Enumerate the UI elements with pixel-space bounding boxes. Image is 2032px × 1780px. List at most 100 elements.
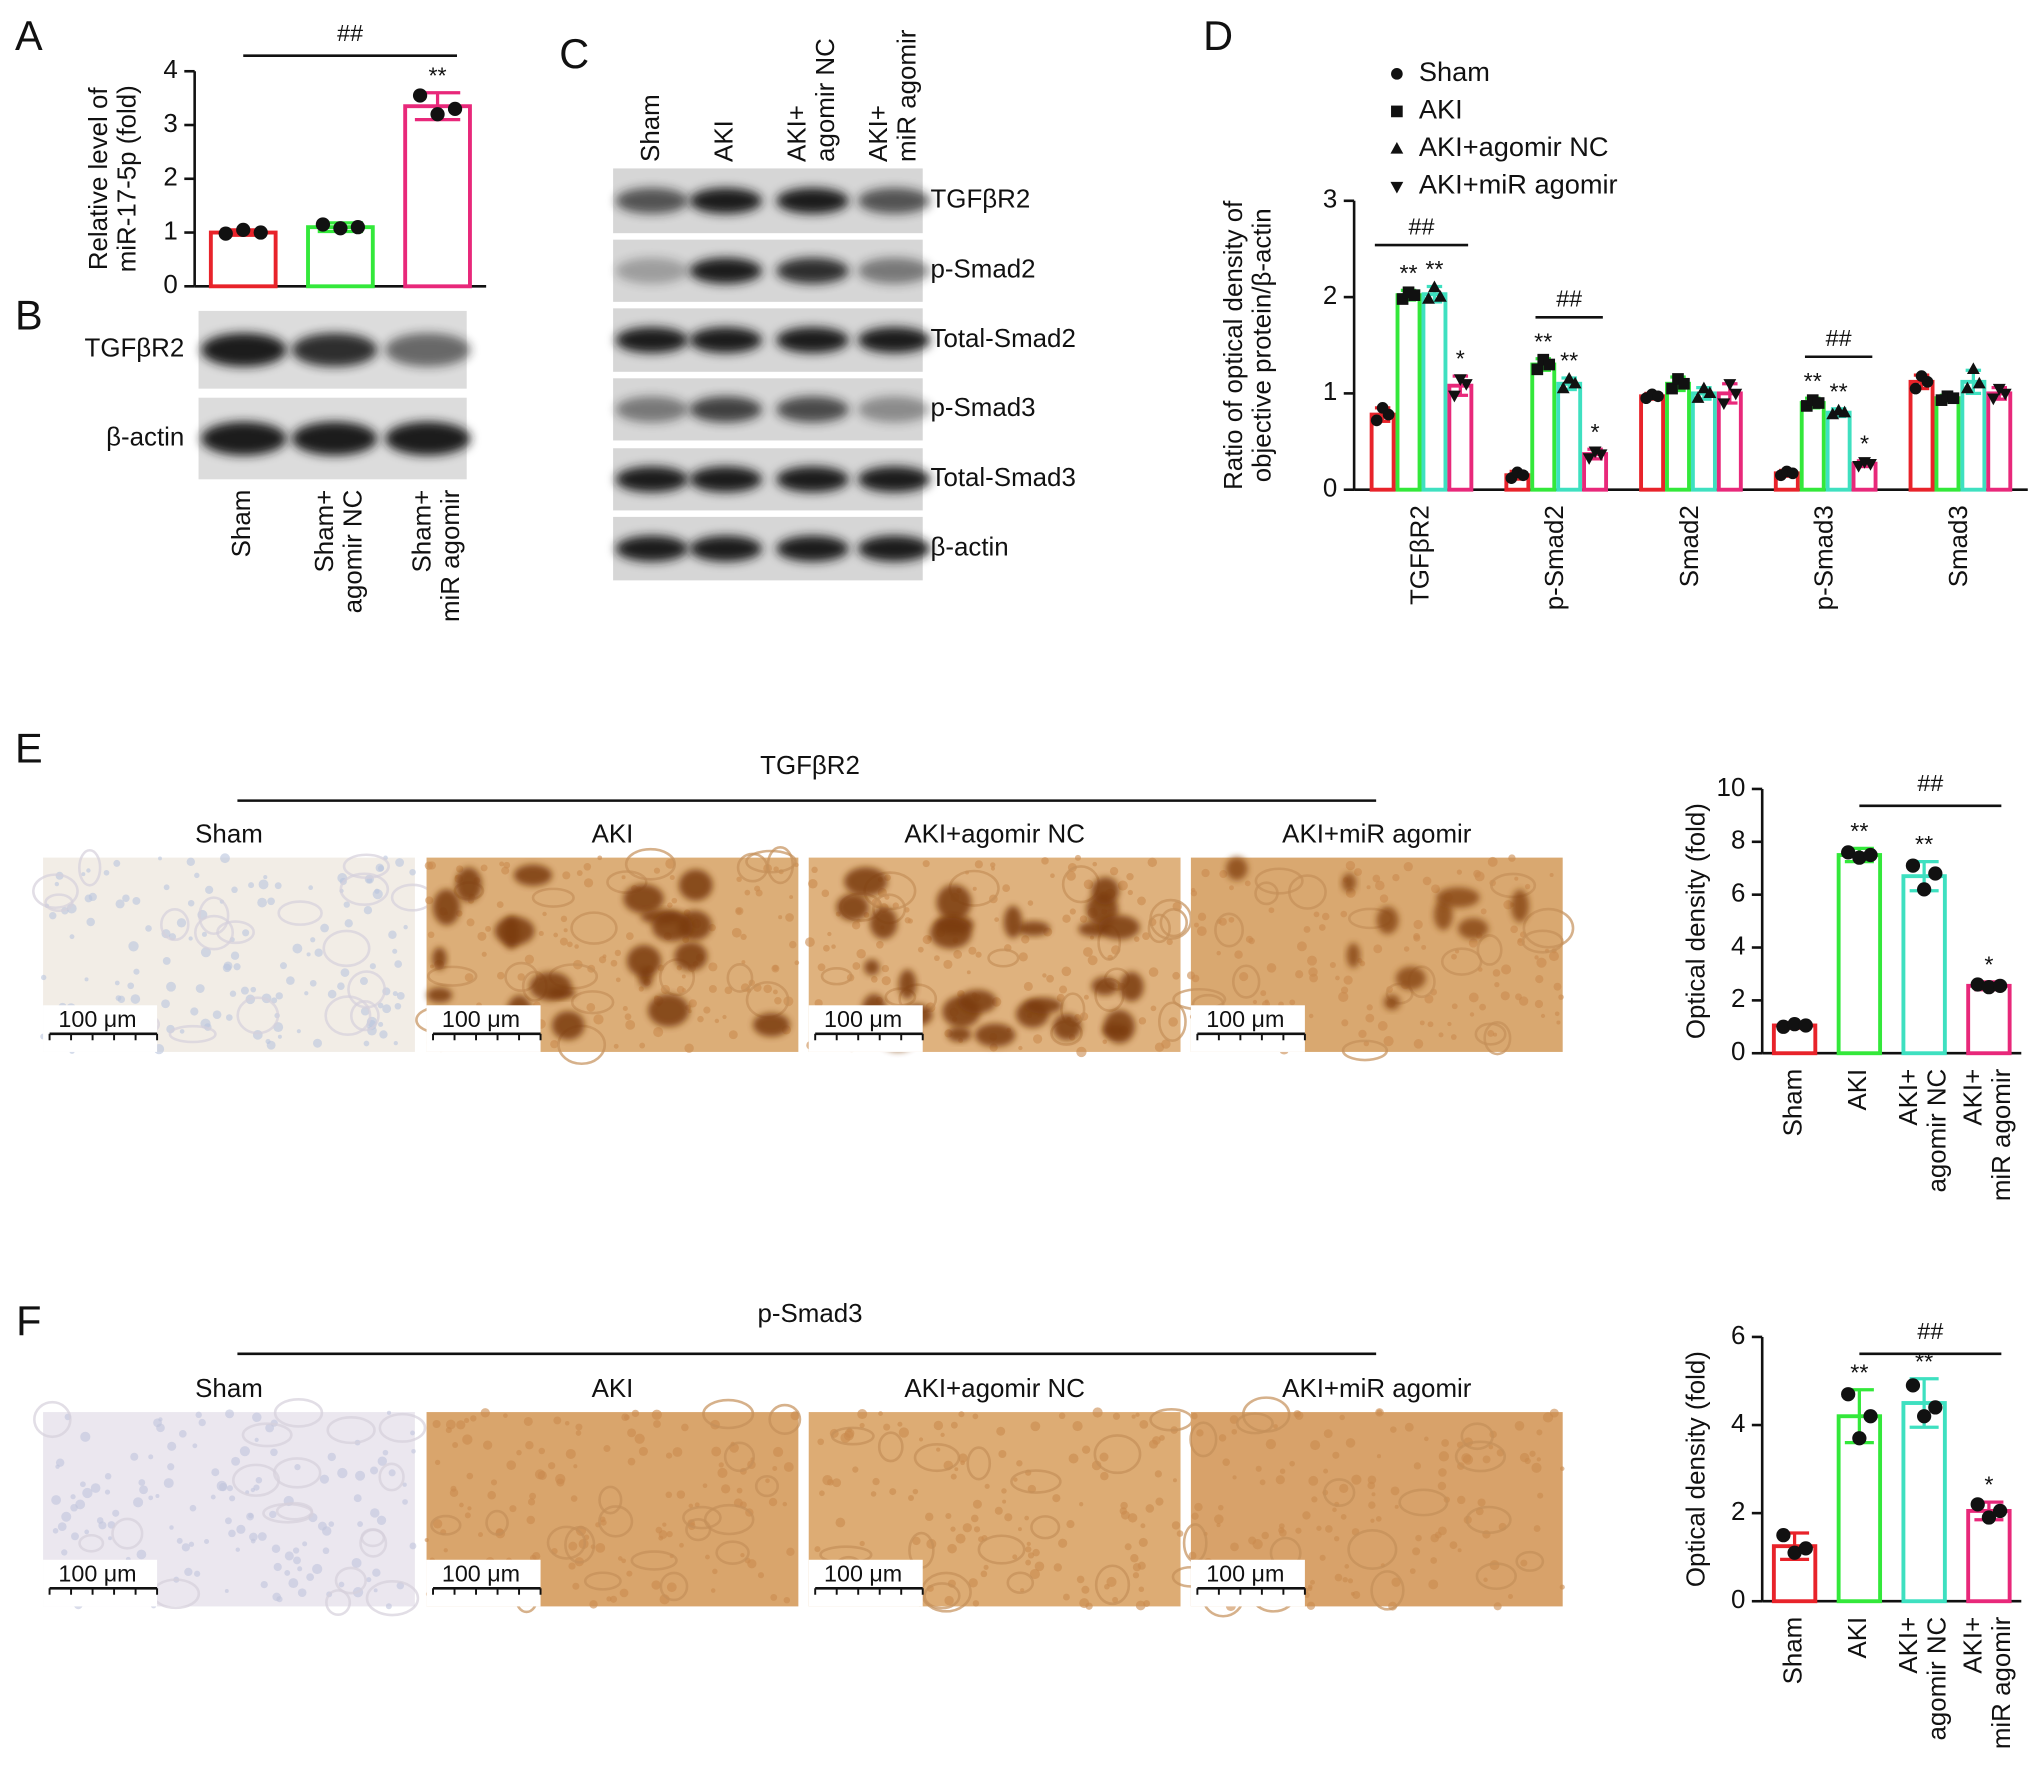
tissue-cell — [908, 1495, 914, 1502]
tissue-cell — [84, 894, 93, 903]
tubule — [1231, 964, 1261, 999]
tissue-cell — [1431, 884, 1440, 894]
tissue-cell — [550, 1040, 559, 1049]
tissue-cell — [968, 946, 977, 955]
point — [1992, 978, 2008, 993]
tubule — [923, 1582, 961, 1610]
tissue-cell — [1308, 1475, 1319, 1486]
tissue-cell — [1404, 1422, 1414, 1432]
tissue-cell — [1046, 974, 1054, 983]
tissue-cell — [1197, 912, 1207, 921]
point — [1992, 1503, 2008, 1519]
tissue-cell — [132, 897, 141, 905]
tissue-cell — [794, 960, 800, 966]
tissue-cell — [499, 861, 505, 867]
x-tick-label: Sham — [1779, 1617, 1807, 1685]
tubule — [339, 872, 390, 907]
tissue-cell — [623, 1414, 630, 1421]
tissue-cell — [429, 964, 434, 969]
tissue-cell — [1066, 871, 1076, 881]
tissue-cell — [425, 896, 434, 905]
stain-blob — [1119, 971, 1144, 1002]
tissue-cell — [260, 1580, 268, 1589]
tissue-cell — [188, 936, 193, 941]
tubule — [334, 1566, 367, 1595]
tissue-cell — [70, 1503, 78, 1512]
tissue-cell — [1394, 1504, 1399, 1509]
tissue-cell — [1106, 1576, 1117, 1587]
tissue-cell — [1501, 964, 1512, 975]
tissue-cell — [427, 861, 436, 870]
tissue-cell — [432, 1519, 443, 1529]
stain-blob — [1225, 856, 1248, 881]
point — [236, 222, 251, 237]
significance: ** — [1560, 348, 1578, 374]
tissue-cell — [573, 1464, 578, 1469]
point — [1992, 383, 2006, 396]
y-tick-label: 2 — [1323, 282, 1337, 310]
tissue-cell — [852, 1466, 859, 1473]
stain-blob — [929, 917, 972, 949]
bar — [1716, 391, 1743, 492]
tissue-cell — [996, 1426, 1006, 1436]
tissue-cell — [443, 1548, 448, 1553]
tissue-cell — [374, 888, 380, 894]
tissue-cell — [1099, 1452, 1109, 1462]
point — [1917, 1409, 1932, 1424]
tissue-cell — [950, 1421, 958, 1429]
scale-bar-box — [1190, 1559, 1305, 1607]
tissue-cell — [1216, 1522, 1221, 1528]
tissue-cell — [736, 876, 742, 883]
tissue-cell — [1126, 873, 1134, 881]
tissue-cell — [529, 1492, 537, 1500]
tissue-cell — [966, 970, 971, 975]
tissue-cell — [572, 1582, 580, 1590]
blot-band — [385, 421, 471, 456]
scale-bar-label: 100 μm — [442, 1560, 520, 1586]
x-tick-label: Smad2 — [1676, 505, 1704, 587]
tissue-cell — [1503, 900, 1513, 910]
tissue-cell — [1117, 880, 1128, 891]
blot-band — [615, 257, 689, 284]
tissue-cell — [1068, 1453, 1079, 1464]
tissue-cell — [958, 1453, 968, 1463]
tissue-cell — [181, 1543, 190, 1552]
tissue-cell — [1261, 1531, 1269, 1540]
tissue-cell — [1510, 925, 1518, 934]
tissue-cell — [808, 879, 818, 889]
tubule — [682, 1505, 722, 1530]
tissue-cell — [382, 1004, 392, 1014]
tissue-cell — [634, 1433, 645, 1444]
tissue-cell — [1002, 884, 1011, 893]
tissue-cell — [462, 1434, 473, 1445]
tissue-cell — [470, 1415, 477, 1422]
tissue-cell — [1468, 992, 1479, 1003]
tissue-cell — [1092, 861, 1098, 867]
bar — [1665, 381, 1691, 492]
stain-blob — [1346, 942, 1361, 968]
tubule — [349, 1000, 380, 1032]
bar — [403, 104, 472, 289]
tissue-cell — [703, 1006, 711, 1014]
tissue-cell — [950, 1473, 957, 1480]
tissue-cell — [1341, 1019, 1349, 1027]
tissue-cell — [772, 1466, 778, 1471]
tissue-cell — [467, 1506, 472, 1511]
tissue-cell — [239, 1446, 250, 1457]
tubule — [630, 1550, 678, 1571]
tissue-cell — [225, 1014, 233, 1021]
tubule — [1465, 1505, 1512, 1535]
tubule — [715, 1540, 750, 1565]
tissue-cell — [1461, 1453, 1472, 1464]
tissue-cell — [1340, 910, 1348, 918]
tubule — [324, 995, 372, 1036]
tissue-cell — [721, 1484, 731, 1494]
tissue-cell — [1260, 990, 1267, 997]
tissue-cell — [576, 870, 583, 876]
tissue-cell — [1345, 1438, 1356, 1448]
tissue-cell — [783, 1596, 791, 1604]
tissue-cell — [1482, 1455, 1491, 1464]
tissue-cell — [1340, 986, 1349, 994]
tissue-cell — [943, 959, 953, 969]
scale-bar-box — [1190, 1005, 1305, 1052]
